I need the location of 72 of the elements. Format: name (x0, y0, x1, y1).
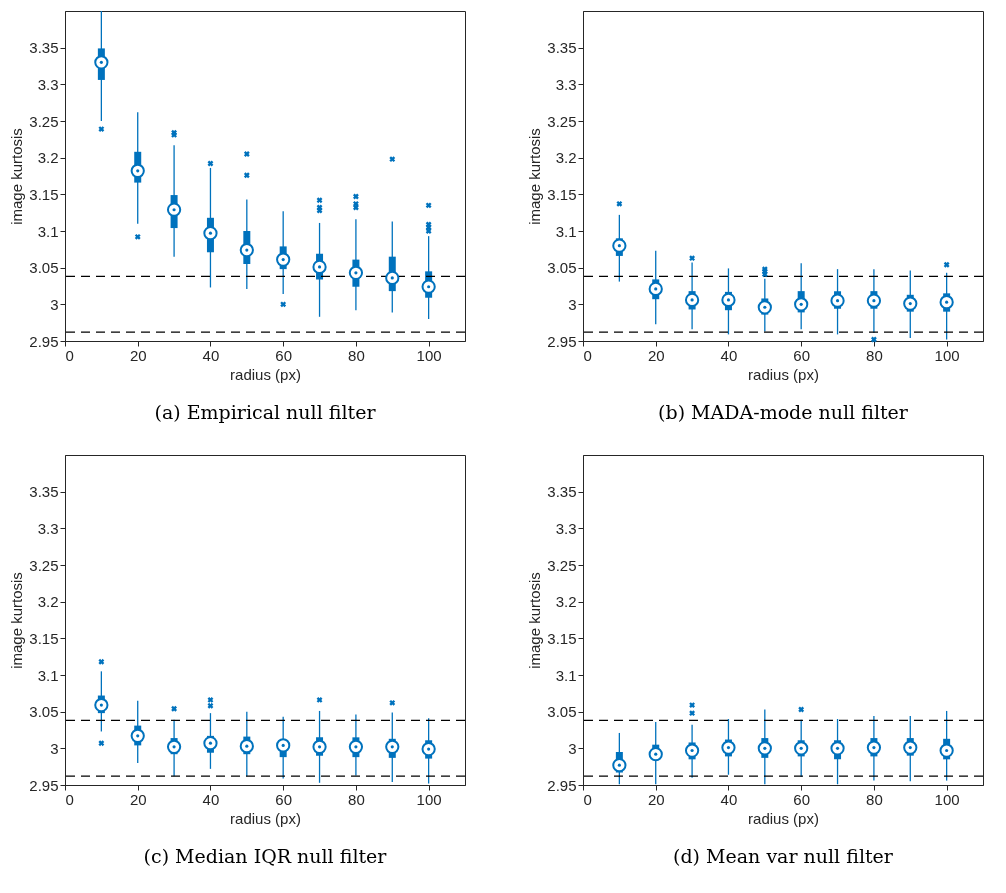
y-axis-title: image kurtosis (8, 128, 26, 225)
x-tick-label: 60 (793, 790, 811, 808)
x-tick-label: 0 (65, 790, 74, 808)
x-axis-title: radius (px) (748, 809, 819, 827)
x-axis-title: radius (px) (230, 809, 301, 827)
x-tick-label: 20 (647, 346, 665, 364)
y-tick-label: 3.25 (547, 112, 577, 130)
y-tick-label: 3.2 (37, 149, 59, 167)
x-tick-label: 20 (647, 790, 665, 808)
y-tick-label: 3.05 (547, 259, 577, 277)
y-axis-title: image kurtosis (8, 572, 26, 669)
y-tick-label: 3.15 (547, 629, 577, 647)
y-axis-title: image kurtosis (526, 128, 544, 225)
y-tick-label: 2.95 (547, 332, 577, 350)
y-tick-label: 3.2 (37, 593, 59, 611)
y-tick-label: 3 (568, 739, 577, 757)
y-tick-label: 3.25 (29, 556, 59, 574)
y-tick-label: 3.3 (555, 75, 577, 93)
x-axis-title: radius (px) (230, 365, 301, 383)
text: (b) MADA-mode null filter (658, 401, 909, 423)
y-tick-label: 3.35 (29, 483, 59, 501)
y-tick-label: 3.1 (555, 666, 577, 684)
x-tick-label: 100 (416, 790, 442, 808)
y-tick-label: 3.2 (555, 593, 577, 611)
y-tick-label: 3.3 (37, 519, 59, 537)
y-tick-label: 3.35 (29, 39, 59, 57)
y-tick-label: 3.3 (555, 519, 577, 537)
x-tick-label: 40 (202, 790, 220, 808)
x-tick-label: 60 (793, 346, 811, 364)
x-tick-label: 100 (416, 346, 442, 364)
y-tick-label: 3.1 (555, 222, 577, 240)
y-tick-label: 3.25 (29, 112, 59, 130)
x-tick-label: 80 (866, 346, 883, 364)
text: (d) Mean var null filter (673, 845, 894, 867)
x-tick-label: 60 (275, 790, 293, 808)
y-tick-label: 3.25 (547, 556, 577, 574)
y-tick-label: 3.15 (29, 185, 59, 203)
x-tick-label: 40 (720, 346, 738, 364)
y-tick-label: 3 (50, 295, 59, 313)
x-tick-label: 80 (348, 790, 365, 808)
y-tick-label: 3.15 (547, 185, 577, 203)
x-tick-label: 100 (934, 790, 960, 808)
x-tick-label: 0 (583, 346, 592, 364)
x-tick-label: 0 (65, 346, 74, 364)
x-tick-label: 80 (866, 790, 883, 808)
y-tick-label: 2.95 (547, 776, 577, 794)
x-tick-label: 40 (202, 346, 220, 364)
x-tick-label: 20 (129, 346, 147, 364)
y-tick-label: 3.05 (29, 259, 59, 277)
y-tick-label: 3.1 (37, 666, 59, 684)
x-tick-label: 20 (129, 790, 147, 808)
x-tick-label: 60 (275, 346, 293, 364)
y-tick-label: 3.05 (547, 703, 577, 721)
y-tick-label: 3 (568, 295, 577, 313)
y-tick-label: 2.95 (29, 776, 59, 794)
y-tick-label: 3.15 (29, 629, 59, 647)
y-tick-label: 2.95 (29, 332, 59, 350)
x-tick-label: 0 (583, 790, 592, 808)
y-tick-label: 3.35 (547, 483, 577, 501)
y-tick-label: 3.3 (37, 75, 59, 93)
y-tick-label: 3.1 (37, 222, 59, 240)
y-tick-label: 3 (50, 739, 59, 757)
y-axis-title: image kurtosis (526, 572, 544, 669)
x-axis-title: radius (px) (748, 365, 819, 383)
x-tick-label: 80 (348, 346, 365, 364)
text: (a) Empirical null filter (154, 401, 377, 423)
text: (c) Median IQR null filter (143, 845, 388, 867)
x-tick-label: 40 (720, 790, 738, 808)
y-tick-label: 3.05 (29, 703, 59, 721)
x-tick-label: 100 (934, 346, 960, 364)
y-tick-label: 3.35 (547, 39, 577, 57)
y-tick-label: 3.2 (555, 149, 577, 167)
